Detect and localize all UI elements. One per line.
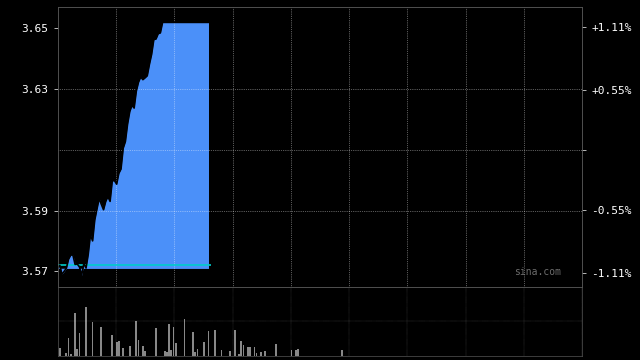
Bar: [295, 350, 297, 356]
Bar: [85, 307, 87, 356]
Bar: [138, 339, 140, 356]
Bar: [214, 330, 216, 356]
Bar: [76, 349, 78, 356]
Bar: [195, 352, 196, 356]
Bar: [122, 348, 124, 356]
Bar: [221, 350, 223, 356]
Bar: [275, 344, 277, 356]
Bar: [100, 327, 102, 356]
Bar: [79, 333, 81, 356]
Bar: [92, 322, 93, 356]
Bar: [168, 324, 170, 356]
Bar: [59, 348, 61, 356]
Bar: [192, 332, 194, 356]
Bar: [341, 350, 343, 356]
Bar: [249, 347, 251, 356]
Bar: [155, 328, 157, 356]
Bar: [238, 354, 240, 356]
Bar: [65, 353, 67, 356]
Bar: [184, 319, 186, 356]
Bar: [264, 351, 266, 356]
Bar: [68, 338, 69, 356]
Bar: [230, 351, 231, 356]
Bar: [241, 341, 242, 356]
Bar: [253, 347, 255, 356]
Bar: [142, 346, 144, 356]
Bar: [243, 345, 244, 356]
Bar: [164, 351, 166, 356]
Bar: [70, 354, 72, 356]
Bar: [256, 353, 257, 356]
Bar: [196, 349, 198, 356]
Bar: [207, 331, 209, 356]
Bar: [204, 342, 205, 356]
Bar: [173, 327, 174, 356]
Text: sina.com: sina.com: [514, 267, 561, 278]
Bar: [234, 330, 236, 356]
Bar: [175, 343, 177, 356]
Bar: [170, 350, 172, 356]
Bar: [116, 342, 118, 356]
Bar: [118, 341, 120, 356]
Bar: [144, 351, 146, 356]
Bar: [291, 350, 292, 356]
Bar: [260, 352, 262, 356]
Bar: [136, 321, 137, 356]
Bar: [297, 348, 299, 356]
Bar: [111, 335, 113, 356]
Bar: [129, 346, 131, 356]
Bar: [247, 347, 249, 356]
Bar: [74, 313, 76, 356]
Bar: [166, 351, 168, 356]
